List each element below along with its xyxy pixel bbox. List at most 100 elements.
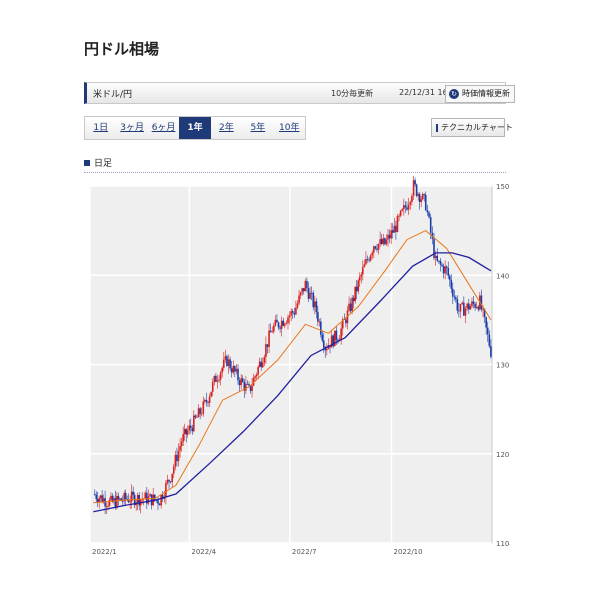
candle-body [197, 408, 200, 418]
candle-body [399, 210, 402, 216]
candle-body [177, 450, 180, 462]
candle-body [388, 234, 391, 239]
candle-body [121, 500, 124, 502]
candle-body [335, 330, 338, 341]
candle-body [241, 378, 244, 383]
candle-body [268, 330, 270, 347]
candle-body [252, 377, 255, 386]
period-tab[interactable]: 1日 [93, 123, 109, 133]
technical-chart-button[interactable]: テクニカルチャート [431, 118, 513, 137]
candle-body [475, 306, 478, 308]
realtime-update-button[interactable]: ↻ 時価情報更新 [445, 85, 515, 103]
candle-body [169, 481, 172, 483]
daily-section-label: 日足 [84, 156, 112, 169]
candle-body [174, 454, 177, 467]
candle-body [210, 391, 212, 397]
candle-body [387, 234, 389, 240]
candle-body [251, 385, 253, 392]
candle-body [157, 499, 159, 504]
candle-body [132, 491, 134, 495]
candle-body [302, 288, 305, 292]
candle-body [102, 498, 105, 503]
candle-body [426, 210, 429, 213]
x-tick-label: 2022/10 [394, 548, 423, 556]
candle-body [204, 399, 206, 402]
candle-body [338, 339, 341, 341]
candle-body [110, 495, 112, 500]
candle-body [213, 375, 216, 383]
candle-body [189, 425, 192, 428]
candle-body [120, 498, 123, 501]
period-tab[interactable]: 5年 [250, 123, 266, 133]
candle-body [315, 301, 318, 313]
candle-body [196, 417, 198, 418]
candle-body [463, 302, 465, 316]
pair-label: 米ドル/円 [93, 90, 133, 100]
x-tick-label: 2022/7 [292, 548, 317, 556]
candle-body [299, 292, 302, 296]
candle-body [288, 315, 291, 318]
candle-body [186, 430, 189, 435]
candle-body [345, 319, 347, 324]
candle-body [179, 446, 181, 451]
candle-body [168, 479, 170, 482]
candle-body [317, 312, 319, 322]
candle-body [116, 495, 118, 508]
candle-body [456, 299, 459, 311]
candle-body [166, 479, 169, 483]
candle-body [113, 498, 115, 502]
candle-body [124, 492, 127, 500]
candle-body [429, 217, 432, 233]
candle-body [200, 413, 203, 415]
x-tick-label: 2022/4 [191, 548, 216, 556]
candle-body [355, 286, 358, 292]
dotted-divider [84, 172, 506, 173]
period-tab[interactable]: 6ヶ月 [151, 123, 176, 133]
candle-body [172, 466, 175, 474]
candle-body [235, 368, 238, 372]
candle-body [472, 301, 475, 304]
candle-body [360, 274, 363, 277]
candle-body [307, 288, 310, 299]
candle-body [483, 309, 486, 318]
candle-body [488, 334, 491, 347]
candle-body [380, 239, 383, 244]
candle-body [147, 496, 150, 504]
candle-body [245, 383, 247, 391]
period-tab[interactable]: 1年 [179, 117, 211, 139]
candle-body [130, 491, 133, 502]
candle-body [334, 330, 336, 347]
candle-body [158, 503, 161, 506]
candle-body [365, 259, 367, 265]
candle-body [377, 243, 380, 250]
candle-body [301, 288, 304, 293]
chart-window-icon [436, 123, 438, 132]
candle-body [188, 425, 191, 431]
candle-body [407, 204, 410, 210]
square-bullet-icon [84, 159, 90, 166]
candle-body [114, 498, 117, 508]
period-tab[interactable]: 10年 [279, 123, 300, 133]
candle-body [464, 308, 467, 316]
candle-body [420, 199, 422, 203]
candle-body [354, 286, 356, 302]
candle-body [129, 501, 131, 503]
period-tab[interactable]: 3ヶ月 [120, 123, 144, 133]
candle-body [461, 302, 463, 305]
period-tab[interactable]: 2年 [219, 123, 234, 133]
candle-body [390, 230, 392, 239]
candle-body [215, 375, 217, 382]
candle-body [240, 378, 242, 386]
candle-body [384, 238, 386, 245]
candle-body [374, 246, 377, 249]
candle-body [391, 230, 394, 233]
y-tick-label: 140 [496, 272, 509, 280]
candle-body [199, 408, 201, 414]
candle-body [237, 368, 239, 381]
candle-body [285, 322, 288, 324]
candle-body [249, 385, 252, 392]
candle-body [304, 280, 307, 292]
candle-body [222, 359, 225, 368]
candle-body [373, 246, 375, 253]
candle-body [291, 311, 294, 313]
